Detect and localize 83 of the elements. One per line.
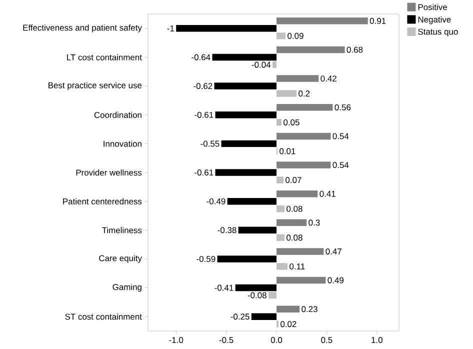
data-label: 0.49	[328, 277, 344, 284]
bar	[276, 190, 318, 198]
bar	[217, 256, 277, 262]
data-label: 0.54	[332, 133, 349, 140]
bar	[227, 198, 277, 205]
data-label: -0.49	[206, 198, 226, 204]
bar	[276, 276, 326, 284]
data-label: -0.04	[252, 62, 271, 68]
bar	[276, 176, 284, 184]
data-label: -0.08	[248, 292, 266, 298]
x-tick-label: -1.0	[169, 337, 184, 344]
data-label: -0.59	[196, 256, 216, 262]
data-label: -0.64	[192, 54, 210, 60]
bar	[268, 292, 277, 299]
data-label: 0.02	[280, 321, 296, 328]
y-tick-label: Patient centeredness	[63, 198, 142, 204]
data-label: 0.09	[288, 32, 304, 39]
data-label: -0.62	[194, 83, 212, 90]
y-tick-label: LT cost containment	[67, 54, 142, 60]
legend-label: Positive	[418, 4, 447, 10]
bar	[276, 248, 324, 255]
y-tick-label: ST cost containment	[65, 313, 142, 320]
bar	[276, 32, 286, 40]
bar	[276, 234, 285, 242]
data-label: 0.07	[286, 177, 302, 183]
y-tick-label: Timeliness	[102, 227, 142, 234]
bar	[215, 111, 277, 118]
bar	[251, 313, 277, 320]
bar	[276, 162, 331, 168]
data-label: 0.01	[280, 148, 296, 154]
bar	[221, 140, 277, 148]
data-label: 0.42	[320, 76, 336, 82]
bar	[276, 219, 307, 226]
data-label: -0.55	[200, 140, 220, 147]
data-label: 0.47	[326, 248, 342, 254]
data-label: -0.41	[214, 284, 234, 291]
bar	[276, 306, 300, 312]
bar	[276, 104, 333, 111]
bar	[214, 82, 277, 90]
bar	[276, 132, 331, 140]
data-label: 0.54	[332, 162, 349, 168]
bar	[276, 90, 297, 97]
data-label: -0.61	[194, 170, 214, 176]
x-tick-label: -0.5	[219, 337, 234, 344]
x-tick-label: 1.0	[372, 337, 382, 344]
bar	[276, 118, 282, 126]
y-tick-label: Coordination	[94, 112, 142, 118]
data-label: 0.3	[308, 220, 320, 226]
data-label: -1	[167, 25, 174, 32]
y-tick-label: Best practice service use	[48, 82, 142, 90]
data-label: 0.08	[286, 206, 302, 212]
bar	[276, 75, 319, 82]
data-label: 0.11	[290, 263, 305, 270]
bar	[276, 46, 345, 54]
bar	[176, 25, 277, 32]
legend-label: Status quo	[418, 28, 458, 36]
y-tick-label: Innovation	[104, 140, 142, 147]
data-label: 0.08	[286, 234, 302, 241]
bar	[272, 61, 277, 68]
bar	[238, 226, 277, 234]
data-label: -0.25	[230, 314, 250, 320]
y-tick-label: Care equity	[99, 255, 142, 263]
x-tick-label: 0.0	[270, 337, 282, 344]
bar	[276, 205, 285, 212]
y-tick-label: Effectiveness and patient safety	[23, 24, 142, 32]
bar	[276, 263, 288, 270]
data-label: 0.91	[370, 18, 386, 24]
bar	[215, 169, 277, 176]
data-label: 0.56	[334, 104, 351, 110]
data-label: -0.61	[194, 112, 214, 118]
y-tick-label: Provider wellness	[76, 169, 142, 176]
data-label: 0.41	[320, 190, 336, 197]
data-label: 0.2	[298, 90, 310, 97]
data-label: 0.68	[346, 46, 363, 53]
legend-label: Negative	[418, 16, 451, 24]
data-label: 0.05	[284, 119, 300, 126]
bar	[276, 18, 368, 24]
data-label: 0.23	[302, 306, 318, 312]
data-label: -0.38	[218, 227, 236, 234]
bar	[235, 284, 277, 292]
y-tick-label: Gaming	[112, 284, 142, 292]
x-tick-label: 0.5	[321, 337, 332, 344]
bar	[212, 54, 277, 61]
